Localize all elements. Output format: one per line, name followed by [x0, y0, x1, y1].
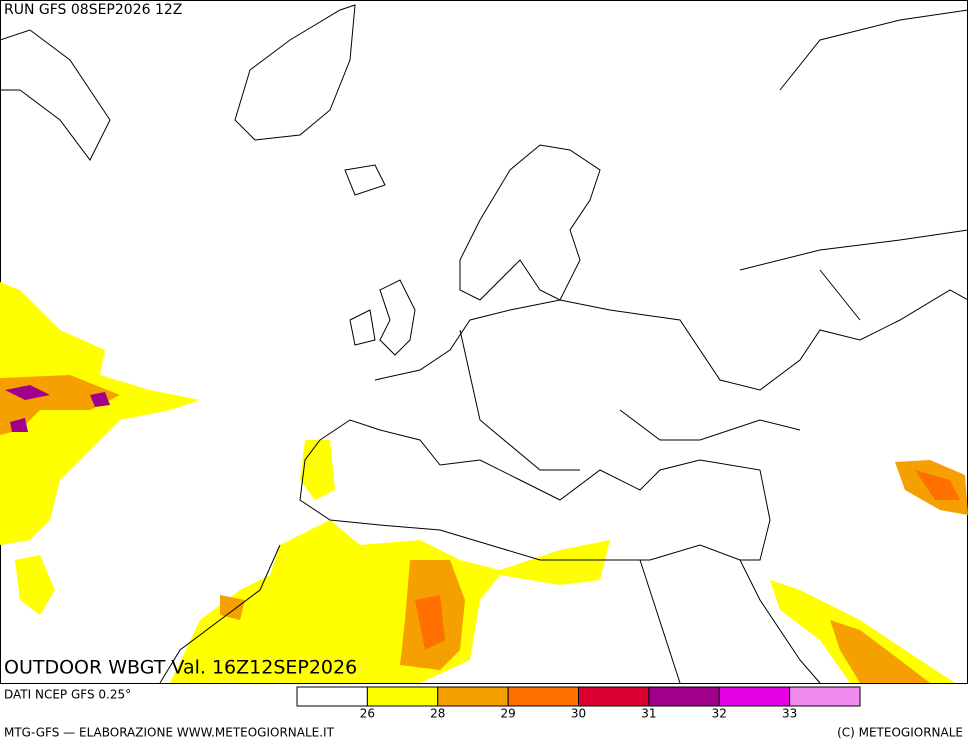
legend-tick-label: 30: [571, 707, 586, 721]
legend-box: [578, 686, 650, 707]
wbgt-fields: [0, 282, 968, 683]
legend-box: [718, 686, 791, 707]
source-label: DATI NCEP GFS 0.25°: [4, 688, 131, 702]
product-label: OUTDOOR WBGT Val. 16Z12SEP2026: [4, 657, 357, 679]
legend-box: [789, 686, 861, 707]
legend-box: [296, 686, 368, 707]
coastlines: [0, 4, 968, 684]
run-label: RUN GFS 08SEP2026 12Z: [4, 2, 182, 18]
legend-tick-label: 32: [712, 707, 727, 721]
legend-tick-label: 29: [500, 707, 515, 721]
legend-tick-label: 31: [641, 707, 656, 721]
legend-box: [507, 686, 579, 707]
footer-left: MTG-GFS — ELABORAZIONE WWW.METEOGIORNALE…: [4, 726, 335, 740]
legend-tick-label: 28: [430, 707, 445, 721]
color-legend: 26 28 29 30 31 32 33: [296, 686, 861, 721]
legend-box: [437, 686, 509, 707]
legend-box: [366, 686, 439, 707]
legend-tick-label: 26: [360, 707, 375, 721]
legend-box: [648, 686, 720, 707]
legend-tick-label: 33: [782, 707, 797, 721]
footer-right: (C) METEOGIORNALE: [837, 726, 963, 740]
